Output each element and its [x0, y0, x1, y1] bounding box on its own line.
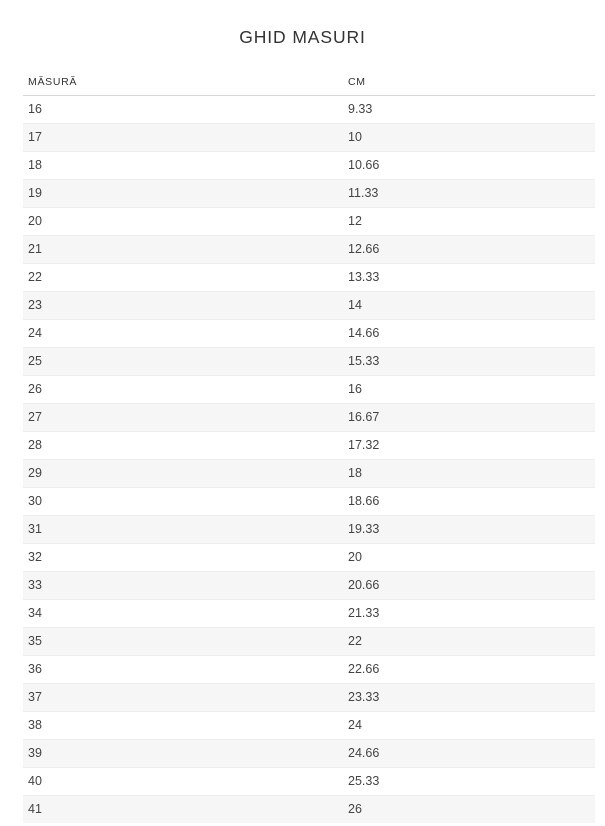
- cell-cm: 12.66: [343, 235, 595, 264]
- table-row: 18 10.66: [23, 151, 595, 180]
- column-header-size: MĂSURĂ: [23, 73, 343, 96]
- cell-size: 26: [23, 375, 343, 404]
- table-row: 36 22.66: [23, 655, 595, 684]
- table-row: 24 14.66: [23, 319, 595, 348]
- table-row: 31 19.33: [23, 515, 595, 544]
- cell-cm: 20.66: [343, 571, 595, 600]
- cell-size: 17: [23, 123, 343, 152]
- table-row: 17 10: [23, 123, 595, 152]
- cell-cm: 10.66: [343, 151, 595, 180]
- page-title: GHID MASURI: [239, 27, 366, 47]
- cell-cm: 22: [343, 627, 595, 656]
- cell-cm: 16: [343, 375, 595, 404]
- table-row: 21 12.66: [23, 235, 595, 264]
- cell-size: 41: [23, 795, 343, 823]
- table-row: 22 13.33: [23, 263, 595, 292]
- table-row: 39 24.66: [23, 739, 595, 768]
- table-row: 23 14: [23, 291, 595, 320]
- header-row: MĂSURĂ CM: [23, 73, 595, 96]
- cell-cm: 18: [343, 459, 595, 488]
- cell-size: 36: [23, 655, 343, 684]
- cell-size: 39: [23, 739, 343, 768]
- cell-size: 32: [23, 543, 343, 572]
- table-row: 35 22: [23, 627, 595, 656]
- cell-cm: 15.33: [343, 347, 595, 376]
- cell-cm: 21.33: [343, 599, 595, 628]
- table-row: 16 9.33: [23, 95, 595, 124]
- cell-size: 18: [23, 151, 343, 180]
- cell-size: 33: [23, 571, 343, 600]
- cell-size: 34: [23, 599, 343, 628]
- cell-cm: 26: [343, 795, 595, 823]
- table-row: 27 16.67: [23, 403, 595, 432]
- cell-cm: 16.67: [343, 403, 595, 432]
- cell-cm: 24.66: [343, 739, 595, 768]
- cell-cm: 24: [343, 711, 595, 740]
- cell-size: 23: [23, 291, 343, 320]
- table-body: 16 9.33 17 10 18 10.66 19 11.33 20 12 21 12.66 22 13.…: [23, 95, 595, 823]
- table-header: MĂSURĂ CM: [23, 73, 595, 96]
- table-row: 29 18: [23, 459, 595, 488]
- cell-cm: 12: [343, 207, 595, 236]
- table-row: 34 21.33: [23, 599, 595, 628]
- cell-size: 38: [23, 711, 343, 740]
- table-row: 41 26: [23, 795, 595, 823]
- cell-cm: 18.66: [343, 487, 595, 516]
- cell-size: 31: [23, 515, 343, 544]
- table-row: 38 24: [23, 711, 595, 740]
- table-row: 40 25.33: [23, 767, 595, 796]
- cell-size: 37: [23, 683, 343, 712]
- cell-size: 40: [23, 767, 343, 796]
- table-row: 19 11.33: [23, 179, 595, 208]
- cell-size: 16: [23, 95, 343, 124]
- cell-size: 19: [23, 179, 343, 208]
- cell-cm: 13.33: [343, 263, 595, 292]
- cell-size: 22: [23, 263, 343, 292]
- table-row: 28 17.32: [23, 431, 595, 460]
- size-guide-table: MĂSURĂ CM 16 9.33 17 10 18 10.66 19 11.33 20 12 21…: [23, 73, 595, 823]
- table-row: 26 16: [23, 375, 595, 404]
- cell-cm: 23.33: [343, 683, 595, 712]
- cell-cm: 17.32: [343, 431, 595, 460]
- cell-cm: 14.66: [343, 319, 595, 348]
- table-row: 37 23.33: [23, 683, 595, 712]
- cell-size: 25: [23, 347, 343, 376]
- cell-size: 27: [23, 403, 343, 432]
- table-row: 33 20.66: [23, 571, 595, 600]
- table-row: 20 12: [23, 207, 595, 236]
- table-row: 30 18.66: [23, 487, 595, 516]
- cell-size: 30: [23, 487, 343, 516]
- cell-size: 21: [23, 235, 343, 264]
- cell-cm: 9.33: [343, 95, 595, 124]
- cell-size: 24: [23, 319, 343, 348]
- size-table-container: MĂSURĂ CM 16 9.33 17 10 18 10.66 19 11.33 20 12 21…: [0, 73, 605, 823]
- table-row: 25 15.33: [23, 347, 595, 376]
- cell-cm: 20: [343, 543, 595, 572]
- cell-cm: 25.33: [343, 767, 595, 796]
- cell-cm: 10: [343, 123, 595, 152]
- cell-size: 28: [23, 431, 343, 460]
- cell-size: 29: [23, 459, 343, 488]
- cell-size: 35: [23, 627, 343, 656]
- cell-cm: 14: [343, 291, 595, 320]
- table-row: 32 20: [23, 543, 595, 572]
- column-header-cm: CM: [343, 73, 595, 96]
- cell-cm: 22.66: [343, 655, 595, 684]
- cell-cm: 11.33: [343, 179, 595, 208]
- cell-cm: 19.33: [343, 515, 595, 544]
- cell-size: 20: [23, 207, 343, 236]
